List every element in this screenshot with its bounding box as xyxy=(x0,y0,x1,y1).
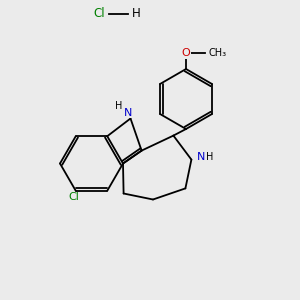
Text: N: N xyxy=(197,152,205,162)
Text: H: H xyxy=(116,100,123,111)
Text: Cl: Cl xyxy=(93,7,105,20)
Text: N: N xyxy=(124,107,132,118)
Text: H: H xyxy=(206,152,214,162)
Text: CH₃: CH₃ xyxy=(208,48,226,59)
Text: O: O xyxy=(182,48,190,59)
Text: H: H xyxy=(132,7,141,20)
Text: Cl: Cl xyxy=(68,192,79,203)
